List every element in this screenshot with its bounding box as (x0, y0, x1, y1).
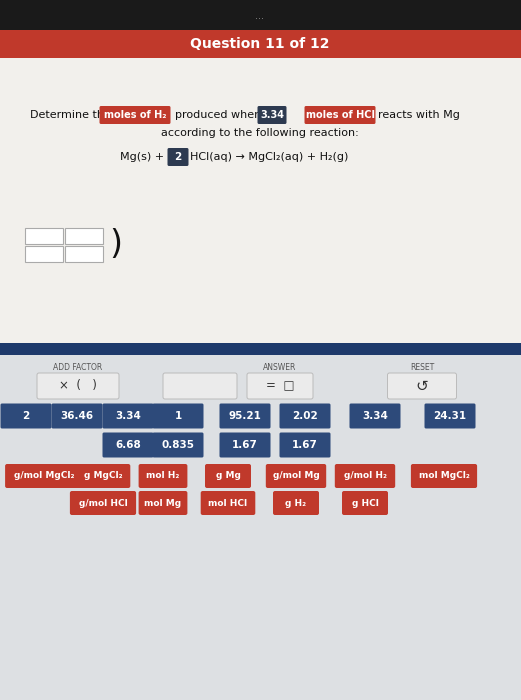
FancyBboxPatch shape (52, 403, 103, 428)
FancyBboxPatch shape (0, 58, 521, 343)
Text: 3.34: 3.34 (260, 110, 284, 120)
Text: 2: 2 (22, 411, 30, 421)
Text: g/mol Mg: g/mol Mg (272, 472, 319, 480)
FancyBboxPatch shape (219, 433, 270, 458)
FancyBboxPatch shape (25, 228, 63, 244)
FancyBboxPatch shape (205, 464, 251, 488)
Text: 95.21: 95.21 (229, 411, 262, 421)
FancyBboxPatch shape (5, 464, 83, 488)
Text: g Mg: g Mg (216, 472, 240, 480)
Text: moles of HCl: moles of HCl (305, 110, 375, 120)
FancyBboxPatch shape (103, 403, 154, 428)
FancyBboxPatch shape (342, 491, 388, 515)
FancyBboxPatch shape (76, 464, 130, 488)
FancyBboxPatch shape (0, 355, 521, 700)
Text: 1: 1 (175, 411, 182, 421)
Text: g HCl: g HCl (352, 498, 378, 508)
Text: reacts with Mg: reacts with Mg (378, 110, 460, 120)
Text: g/mol HCl: g/mol HCl (79, 498, 127, 508)
Text: 3.34: 3.34 (362, 411, 388, 421)
Text: 2.02: 2.02 (292, 411, 318, 421)
FancyBboxPatch shape (0, 0, 521, 30)
FancyBboxPatch shape (167, 148, 189, 166)
Text: g H₂: g H₂ (286, 498, 306, 508)
FancyBboxPatch shape (388, 373, 456, 399)
Text: 36.46: 36.46 (60, 411, 94, 421)
FancyBboxPatch shape (153, 433, 204, 458)
FancyBboxPatch shape (139, 464, 188, 488)
Text: g/mol H₂: g/mol H₂ (343, 472, 387, 480)
Text: 2: 2 (175, 152, 182, 162)
FancyBboxPatch shape (350, 403, 401, 428)
Text: ↺: ↺ (416, 379, 428, 393)
Text: mol H₂: mol H₂ (146, 472, 180, 480)
FancyBboxPatch shape (100, 106, 170, 124)
Text: Mg(s) +: Mg(s) + (120, 152, 164, 162)
FancyBboxPatch shape (411, 464, 477, 488)
FancyBboxPatch shape (70, 491, 136, 515)
Text: according to the following reaction:: according to the following reaction: (161, 128, 359, 138)
FancyBboxPatch shape (103, 433, 154, 458)
Text: ): ) (109, 228, 122, 262)
Text: 0.835: 0.835 (162, 440, 194, 450)
Text: ×  (   ): × ( ) (59, 379, 97, 393)
FancyBboxPatch shape (257, 106, 287, 124)
FancyBboxPatch shape (201, 491, 255, 515)
Text: 6.68: 6.68 (115, 440, 141, 450)
FancyBboxPatch shape (304, 106, 376, 124)
Text: ADD FACTOR: ADD FACTOR (53, 363, 103, 372)
FancyBboxPatch shape (279, 433, 330, 458)
FancyBboxPatch shape (65, 246, 103, 262)
FancyBboxPatch shape (163, 373, 237, 399)
FancyBboxPatch shape (425, 403, 476, 428)
Text: =  □: = □ (266, 379, 294, 393)
FancyBboxPatch shape (219, 403, 270, 428)
Text: moles of H₂: moles of H₂ (104, 110, 166, 120)
FancyBboxPatch shape (279, 403, 330, 428)
Text: Question 11 of 12: Question 11 of 12 (190, 37, 330, 51)
Text: HCl(aq) → MgCl₂(aq) + H₂(g): HCl(aq) → MgCl₂(aq) + H₂(g) (190, 152, 349, 162)
Text: 1.67: 1.67 (232, 440, 258, 450)
Text: mol Mg: mol Mg (144, 498, 181, 508)
FancyBboxPatch shape (1, 403, 52, 428)
Text: produced when: produced when (175, 110, 261, 120)
Text: mol MgCl₂: mol MgCl₂ (418, 472, 469, 480)
Text: ANSWER: ANSWER (263, 363, 296, 372)
FancyBboxPatch shape (65, 228, 103, 244)
FancyBboxPatch shape (247, 373, 313, 399)
Text: Determine the: Determine the (30, 110, 111, 120)
Text: g MgCl₂: g MgCl₂ (84, 472, 122, 480)
FancyBboxPatch shape (25, 246, 63, 262)
Text: mol HCl: mol HCl (208, 498, 247, 508)
FancyBboxPatch shape (153, 403, 204, 428)
Text: ...: ... (255, 11, 265, 21)
FancyBboxPatch shape (266, 464, 326, 488)
FancyBboxPatch shape (0, 343, 521, 355)
Text: 1.67: 1.67 (292, 440, 318, 450)
FancyBboxPatch shape (273, 491, 319, 515)
Text: g/mol MgCl₂: g/mol MgCl₂ (14, 472, 75, 480)
FancyBboxPatch shape (37, 373, 119, 399)
Text: RESET: RESET (410, 363, 434, 372)
FancyBboxPatch shape (335, 464, 395, 488)
FancyBboxPatch shape (0, 30, 521, 58)
FancyBboxPatch shape (139, 491, 188, 515)
Text: 3.34: 3.34 (115, 411, 141, 421)
Text: 24.31: 24.31 (433, 411, 467, 421)
